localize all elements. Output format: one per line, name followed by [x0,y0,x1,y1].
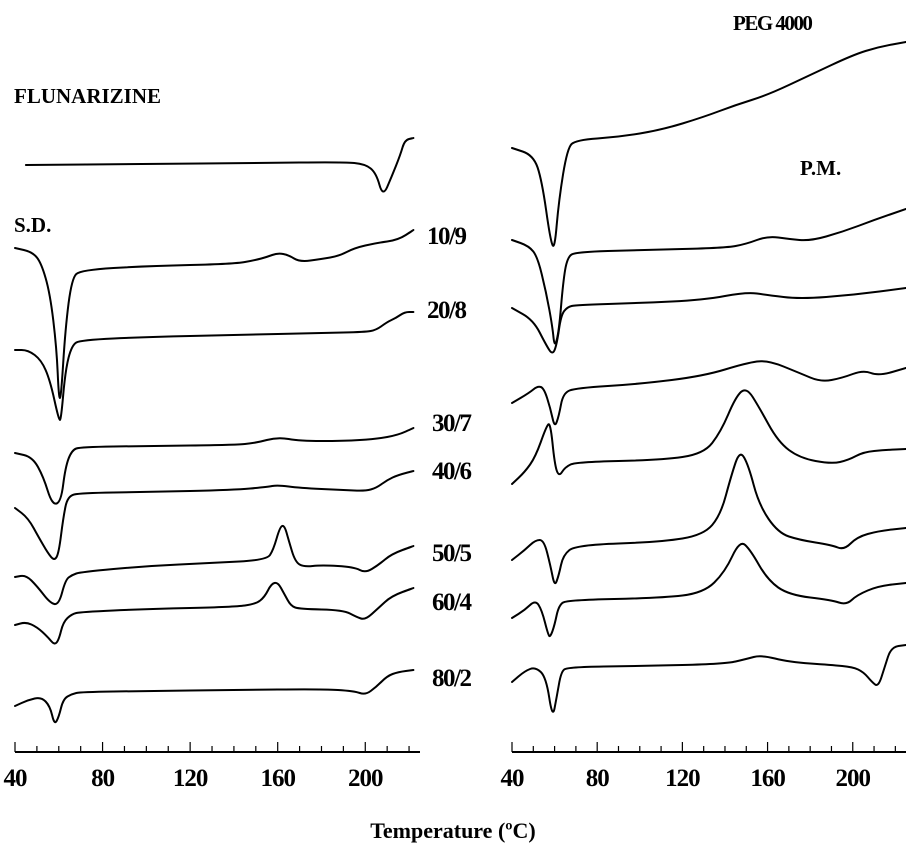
pm-trace-30-7 [511,360,906,426]
pm-trace-20-8 [511,287,906,354]
pm-x-tick-label: 80 [586,765,610,792]
pm-trace-80-2 [511,644,906,713]
ratio-label-50-5: 50/5 [432,540,471,567]
sd-x-tick-label: 80 [91,765,115,792]
sd-trace-flunarizine [24,137,415,193]
sd-trace-30-7 [14,427,415,505]
sd-x-tick-label: 160 [260,765,295,792]
ratio-label-60-4: 60/4 [432,589,472,616]
pm-panel: 40 80 120 160 200 [501,41,906,792]
sd-x-tick-label: 40 [4,765,28,792]
ratio-label-10-9: 10/9 [427,223,466,250]
pm-trace-40-6 [511,389,906,485]
sd-trace-40-6 [14,470,415,560]
x-axis-label: Temperature (ºC) [370,818,536,843]
pm-x-tick-label: 200 [836,765,871,792]
pm-trace-50-5 [511,453,906,585]
pm-label: P.M. [800,156,841,180]
ratio-label-40-6: 40/6 [432,458,471,485]
sd-trace-60-4 [14,581,415,645]
sd-x-tick-label: 120 [173,765,208,792]
sd-trace-10-9 [14,229,415,399]
sd-trace-80-2 [14,669,415,724]
ratio-label-20-8: 20/8 [427,297,466,324]
pm-x-tick-label: 40 [501,765,525,792]
pm-x-tick-label: 160 [750,765,785,792]
sd-x-tick-label: 200 [348,765,383,792]
sd-trace-50-5 [14,524,415,606]
pm-trace-60-4 [511,542,906,638]
sd-panel: 40 80 120 160 200 [4,137,420,792]
pm-x-tick-label: 120 [665,765,700,792]
ratio-label-80-2: 80/2 [432,665,471,692]
pm-trace-peg-4000 [511,41,906,247]
flunarizine-label: FLUNARIZINE [14,84,161,108]
ratio-label-30-7: 30/7 [432,410,471,437]
peg-label: PEG 4000 [733,11,812,35]
sd-trace-20-8 [14,310,415,421]
pm-trace-10-9 [511,208,906,345]
sd-label: S.D. [14,213,51,237]
